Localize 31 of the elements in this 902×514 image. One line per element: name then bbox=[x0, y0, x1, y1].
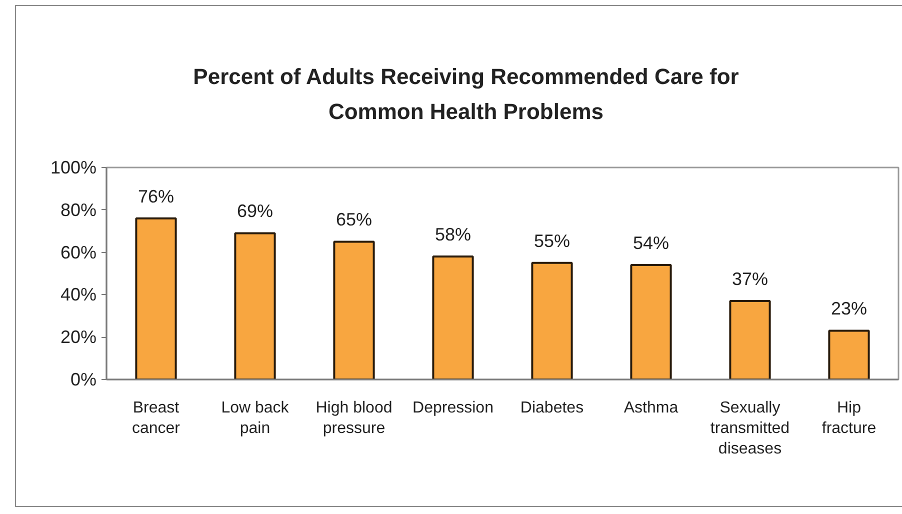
chart-title: Percent of Adults Receiving Recommended Care for Common Health Problems bbox=[192, 63, 740, 126]
data-label: 58% bbox=[434, 224, 472, 245]
bar bbox=[828, 330, 870, 380]
data-label: 37% bbox=[732, 269, 768, 290]
bar bbox=[234, 232, 276, 380]
y-tick-label: 80% bbox=[60, 200, 97, 220]
x-tick-label: Breast cancer bbox=[132, 400, 181, 437]
x-tick-label: Diabetes bbox=[520, 400, 584, 416]
bar bbox=[135, 217, 177, 380]
data-label: 69% bbox=[236, 201, 274, 222]
x-tick-label: Sexually transmitted diseases bbox=[710, 400, 790, 458]
x-tick-label: Hip fracture bbox=[822, 400, 876, 437]
y-tick-label: 0% bbox=[70, 370, 96, 390]
bar bbox=[333, 240, 375, 380]
x-tick-label: Asthma bbox=[624, 400, 678, 416]
x-tick-label: Depression bbox=[412, 400, 494, 416]
data-label: 55% bbox=[534, 230, 570, 251]
bar bbox=[531, 262, 573, 380]
x-tick-label: Low back pain bbox=[221, 400, 290, 437]
data-label: 54% bbox=[632, 233, 670, 254]
data-label: 23% bbox=[830, 298, 868, 319]
data-label: 76% bbox=[138, 186, 174, 206]
bar bbox=[630, 264, 672, 380]
bar bbox=[729, 300, 771, 380]
x-tick-label: High blood pressure bbox=[316, 400, 392, 437]
bar bbox=[432, 256, 474, 380]
y-tick-label: 60% bbox=[60, 242, 97, 262]
data-label: 65% bbox=[336, 210, 372, 230]
y-tick-label: 40% bbox=[60, 284, 97, 305]
y-tick-label: 100% bbox=[50, 158, 97, 178]
y-tick-label: 20% bbox=[60, 327, 97, 348]
